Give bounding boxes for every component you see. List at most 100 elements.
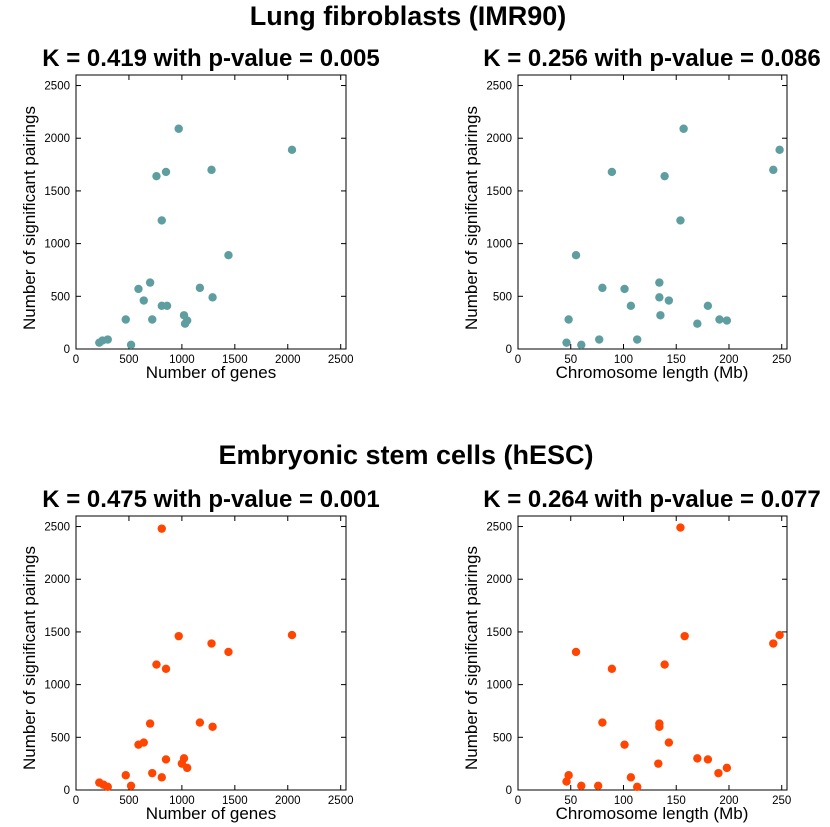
data-point xyxy=(571,647,581,657)
data-point xyxy=(152,171,161,181)
data-point xyxy=(162,301,172,310)
data-point xyxy=(655,278,664,287)
x-tick-label: 200 xyxy=(719,795,738,807)
data-point xyxy=(195,283,205,293)
y-tick-label: 1500 xyxy=(44,186,70,198)
y-tick-label: 1500 xyxy=(486,627,512,639)
data-point xyxy=(633,335,642,344)
data-point xyxy=(656,311,665,320)
data-point xyxy=(620,740,629,749)
data-point xyxy=(134,740,143,749)
data-point xyxy=(148,315,157,324)
data-point xyxy=(145,719,155,728)
data-point xyxy=(654,759,663,768)
plot-frame xyxy=(517,74,788,350)
x-tick-label: 250 xyxy=(772,795,791,807)
data-point xyxy=(664,296,674,305)
data-point xyxy=(134,284,143,294)
data-point xyxy=(769,165,778,175)
data-point xyxy=(607,167,617,177)
data-point xyxy=(660,660,669,669)
y-tick-label: 500 xyxy=(51,732,70,744)
x-tick-label: 50 xyxy=(564,795,577,807)
x-axis-label: Chromosome length (Mb) xyxy=(556,363,749,382)
data-point xyxy=(174,631,183,641)
y-tick-label: 1000 xyxy=(44,239,70,251)
data-point xyxy=(693,754,702,763)
plot-frame xyxy=(75,515,347,791)
y-tick-label: 2000 xyxy=(486,574,512,586)
data-point xyxy=(208,722,217,731)
data-point xyxy=(577,781,586,790)
y-tick-label: 0 xyxy=(506,785,512,797)
x-tick-label: 200 xyxy=(719,354,738,366)
data-point xyxy=(679,124,688,133)
data-point xyxy=(676,216,685,225)
data-point xyxy=(126,340,136,349)
x-tick-label: 250 xyxy=(772,354,791,366)
data-point xyxy=(633,782,642,792)
section-title-hesc: Embryonic stem cells (hESC) xyxy=(218,440,593,470)
x-tick-label: 150 xyxy=(667,795,686,807)
data-point xyxy=(207,639,216,648)
data-point xyxy=(182,763,192,773)
data-point xyxy=(145,278,155,287)
y-axis-label: Number of significant pairings xyxy=(20,106,39,330)
data-point xyxy=(287,145,297,155)
y-tick-label: 1000 xyxy=(486,680,512,692)
chart-title: K = 0.264 with p-value = 0.077 xyxy=(483,486,821,513)
y-tick-label: 2000 xyxy=(486,133,512,145)
data-point xyxy=(680,631,689,641)
y-tick-label: 0 xyxy=(64,785,70,797)
chart-imr90-genes: K = 0.419 with p-value = 0.005 Number of… xyxy=(20,45,380,382)
data-point xyxy=(595,335,604,344)
y-tick-label: 2000 xyxy=(44,133,70,145)
chart-title: K = 0.256 with p-value = 0.086 xyxy=(483,45,821,72)
data-point xyxy=(655,293,664,302)
x-tick-label: 0 xyxy=(73,795,79,807)
x-tick-label: 1500 xyxy=(222,354,248,366)
data-point xyxy=(161,755,171,764)
x-tick-label: 50 xyxy=(564,354,577,366)
y-tick-label: 2500 xyxy=(486,81,512,93)
y-tick-label: 1000 xyxy=(486,239,512,251)
y-tick-label: 2500 xyxy=(44,522,70,534)
data-point xyxy=(598,718,607,727)
data-point xyxy=(126,781,136,790)
data-point xyxy=(626,773,636,782)
data-point xyxy=(224,647,233,657)
y-tick-label: 500 xyxy=(493,732,512,744)
data-point xyxy=(139,296,148,305)
y-tick-label: 2500 xyxy=(44,81,70,93)
data-point xyxy=(152,660,161,669)
data-point xyxy=(564,315,573,324)
x-tick-label: 2000 xyxy=(275,795,301,807)
y-tick-label: 1500 xyxy=(44,627,70,639)
data-point xyxy=(577,340,586,349)
data-point xyxy=(95,338,104,347)
y-tick-label: 2500 xyxy=(486,522,512,534)
y-tick-label: 500 xyxy=(51,291,70,303)
data-point xyxy=(655,722,664,731)
x-axis-label: Number of genes xyxy=(146,363,276,382)
y-axis-label: Number of significant pairings xyxy=(462,546,481,770)
x-tick-label: 2000 xyxy=(275,354,301,366)
chart-hesc-length: K = 0.264 with p-value = 0.077 Chromosom… xyxy=(462,486,821,823)
x-axis-label: Number of genes xyxy=(146,804,276,823)
x-tick-label: 2500 xyxy=(328,795,354,807)
data-point xyxy=(715,315,724,324)
data-point xyxy=(103,782,112,792)
data-point xyxy=(703,755,713,764)
data-point xyxy=(157,773,166,782)
data-point xyxy=(722,763,732,773)
data-point xyxy=(626,301,636,310)
data-point xyxy=(224,251,233,260)
y-tick-label: 0 xyxy=(506,344,512,356)
data-point xyxy=(598,283,607,293)
y-tick-label: 2000 xyxy=(44,574,70,586)
data-point xyxy=(769,639,778,648)
x-tick-label: 100 xyxy=(614,354,633,366)
data-point xyxy=(157,216,166,225)
data-point xyxy=(161,664,171,674)
